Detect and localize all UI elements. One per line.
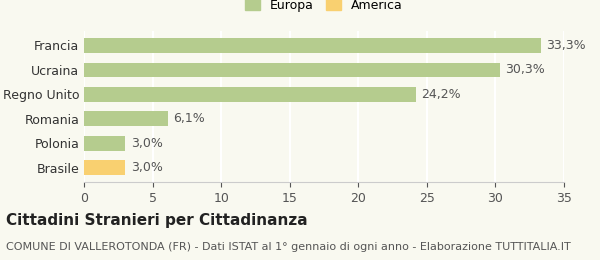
Text: Cittadini Stranieri per Cittadinanza: Cittadini Stranieri per Cittadinanza (6, 213, 308, 228)
Bar (84, 160, 125, 175)
Text: 24,2%: 24,2% (421, 88, 461, 101)
Bar (84, 87, 416, 102)
Text: 33,3%: 33,3% (546, 39, 586, 52)
Legend: Europa, America: Europa, America (241, 0, 407, 16)
Bar (84, 136, 125, 151)
Text: 6,1%: 6,1% (173, 112, 205, 125)
Bar (84, 38, 541, 53)
Text: 3,0%: 3,0% (131, 161, 163, 174)
Bar (84, 112, 167, 126)
Text: 30,3%: 30,3% (505, 63, 545, 76)
Text: 3,0%: 3,0% (131, 137, 163, 150)
Text: COMUNE DI VALLEROTONDA (FR) - Dati ISTAT al 1° gennaio di ogni anno - Elaborazio: COMUNE DI VALLEROTONDA (FR) - Dati ISTAT… (6, 242, 571, 252)
Bar (84, 63, 500, 77)
